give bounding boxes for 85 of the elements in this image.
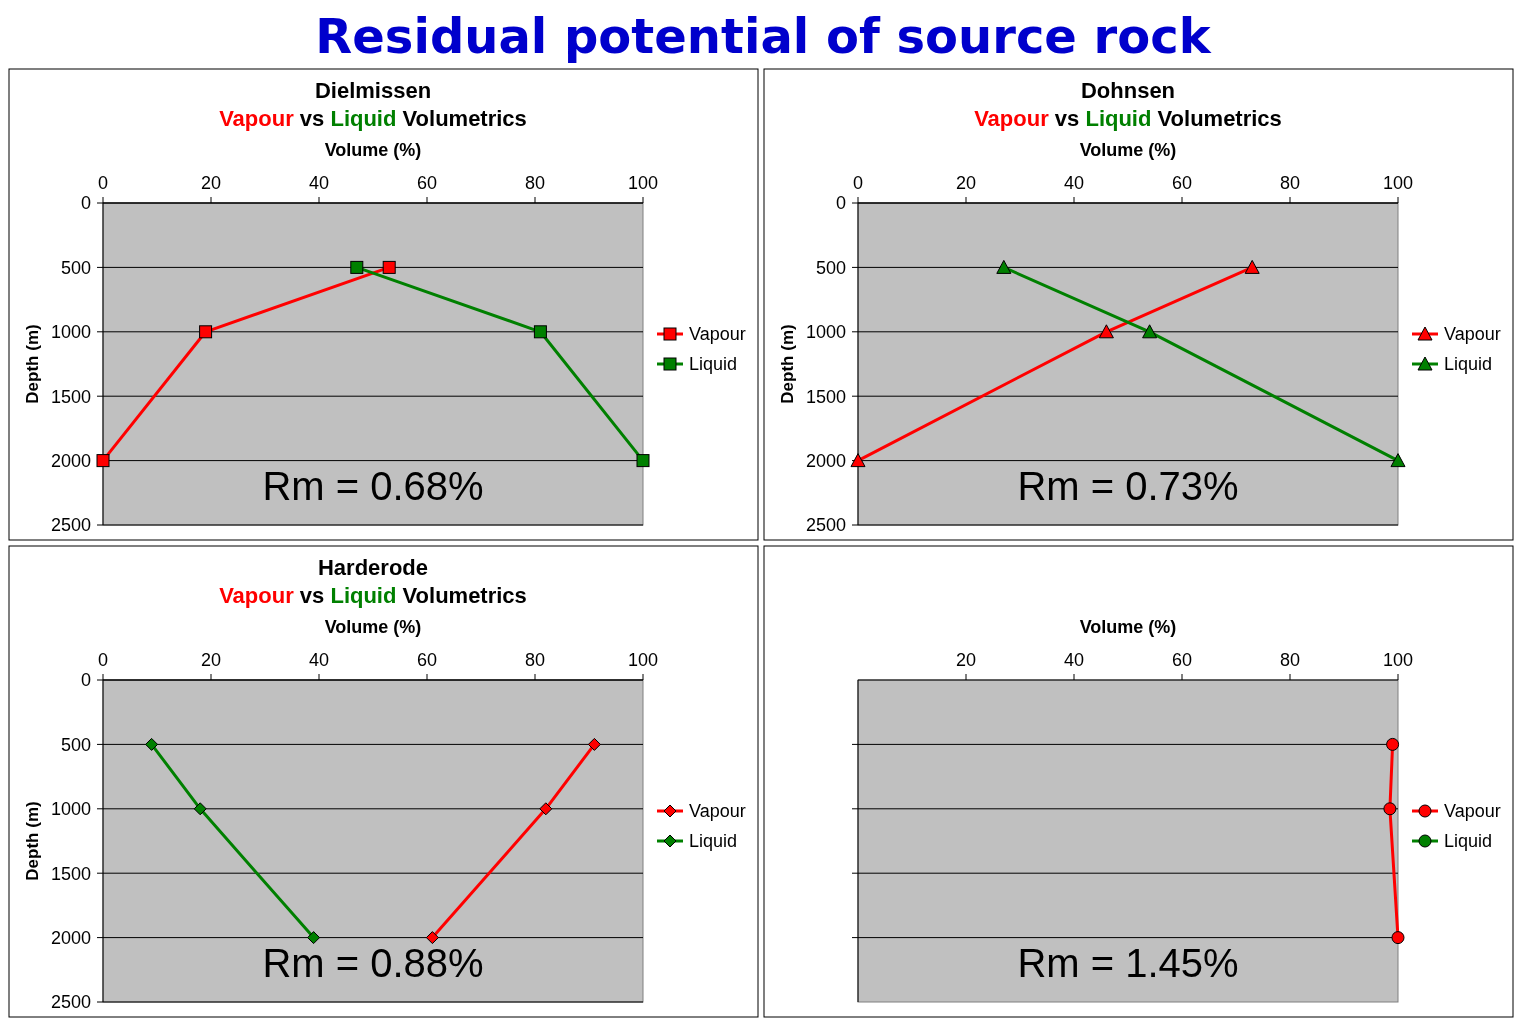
y-axis-title: Depth (m): [23, 801, 42, 881]
x-tick-label: 60: [416, 173, 438, 193]
point: [1142, 324, 1158, 339]
legend-label: Vapour: [689, 801, 746, 822]
y-tick-label: 2500: [805, 515, 846, 536]
point: [96, 454, 110, 468]
point: [1244, 259, 1260, 274]
x-tick-label: 60: [416, 650, 438, 670]
y-tick-label: 1500: [50, 863, 91, 884]
point: [1390, 453, 1406, 468]
point: [382, 260, 396, 274]
legend-label: Vapour: [1444, 801, 1501, 822]
chart-subtitle: Vapour vs Liquid Volumetrics: [219, 583, 527, 608]
x-tick-label: 60: [1171, 650, 1193, 670]
annotation: Rm = 0.88%: [262, 941, 484, 985]
annotation: Rm = 0.68%: [262, 464, 484, 508]
point: [996, 259, 1012, 274]
y-tick-label: 1000: [50, 322, 91, 343]
y-tick-label: 0: [80, 670, 91, 691]
x-tick-label: 0: [852, 173, 864, 193]
x-tick-label: 0: [97, 650, 109, 670]
x-tick-label: 60: [1171, 173, 1193, 193]
x-axis-title: Volume (%): [1079, 140, 1177, 160]
y-tick-label: 500: [815, 257, 846, 278]
point: [145, 737, 159, 751]
x-tick-label: 100: [627, 173, 659, 193]
x-axis-title: Volume (%): [324, 617, 422, 637]
point: [199, 325, 213, 339]
point: [193, 802, 207, 816]
y-tick-label: 1000: [50, 799, 91, 820]
point: [636, 454, 650, 468]
y-tick-label: 1500: [805, 386, 846, 407]
x-tick-label: 0: [97, 173, 109, 193]
point: [587, 737, 601, 751]
legend-label: Liquid: [689, 354, 738, 375]
x-tick-label: 100: [1382, 650, 1414, 670]
y-tick-label: 2000: [805, 450, 846, 471]
y-axis-title: Depth (m): [778, 324, 797, 404]
legend-label: Liquid: [1444, 831, 1493, 852]
x-axis-title: Volume (%): [324, 140, 422, 160]
y-tick-label: 2500: [50, 515, 91, 536]
legend-label: Vapour: [1444, 324, 1501, 345]
y-tick-label: 2500: [50, 992, 91, 1013]
chart-title: Dohnsen: [1080, 78, 1176, 103]
x-tick-label: 100: [1382, 173, 1414, 193]
y-tick-label: 1000: [805, 322, 846, 343]
legend-label: Liquid: [1444, 354, 1493, 375]
legend-label: Vapour: [689, 324, 746, 345]
x-tick-label: 20: [200, 650, 222, 670]
x-axis-title: Volume (%): [1079, 617, 1177, 637]
y-tick-label: 0: [835, 193, 846, 214]
x-tick-label: 100: [627, 650, 659, 670]
point: [425, 931, 439, 945]
annotation: Rm = 1.45%: [1017, 941, 1239, 985]
chart-subtitle: Vapour vs Liquid Volumetrics: [219, 106, 527, 131]
x-tick-label: 80: [1279, 650, 1301, 670]
y-tick-label: 1500: [50, 386, 91, 407]
x-tick-label: 40: [1063, 650, 1085, 670]
y-tick-label: 0: [80, 193, 91, 214]
point: [350, 260, 364, 274]
point: [533, 325, 547, 339]
x-tick-label: 20: [200, 173, 222, 193]
x-tick-label: 80: [1279, 173, 1301, 193]
y-tick-label: 500: [60, 257, 91, 278]
x-tick-label: 40: [1063, 173, 1085, 193]
y-tick-label: 500: [60, 734, 91, 755]
x-tick-label: 20: [955, 650, 977, 670]
point: [539, 802, 553, 816]
chart-subtitle: Vapour vs Liquid Volumetrics: [974, 106, 1282, 131]
x-tick-label: 80: [524, 650, 546, 670]
chart-title: Dielmissen: [314, 78, 432, 103]
x-tick-label: 80: [524, 173, 546, 193]
chart-title: Harderode: [317, 555, 429, 580]
point: [850, 453, 866, 468]
point: [1098, 324, 1114, 339]
x-tick-label: 20: [955, 173, 977, 193]
y-tick-label: 2000: [50, 927, 91, 948]
legend-label: Liquid: [689, 831, 738, 852]
point: [307, 931, 321, 945]
x-tick-label: 40: [308, 173, 330, 193]
x-tick-label: 40: [308, 650, 330, 670]
y-tick-label: 2000: [50, 450, 91, 471]
y-axis-title: Depth (m): [23, 324, 42, 404]
text: Residual potential of source rock: [315, 8, 1212, 64]
annotation: Rm = 0.73%: [1017, 464, 1239, 508]
